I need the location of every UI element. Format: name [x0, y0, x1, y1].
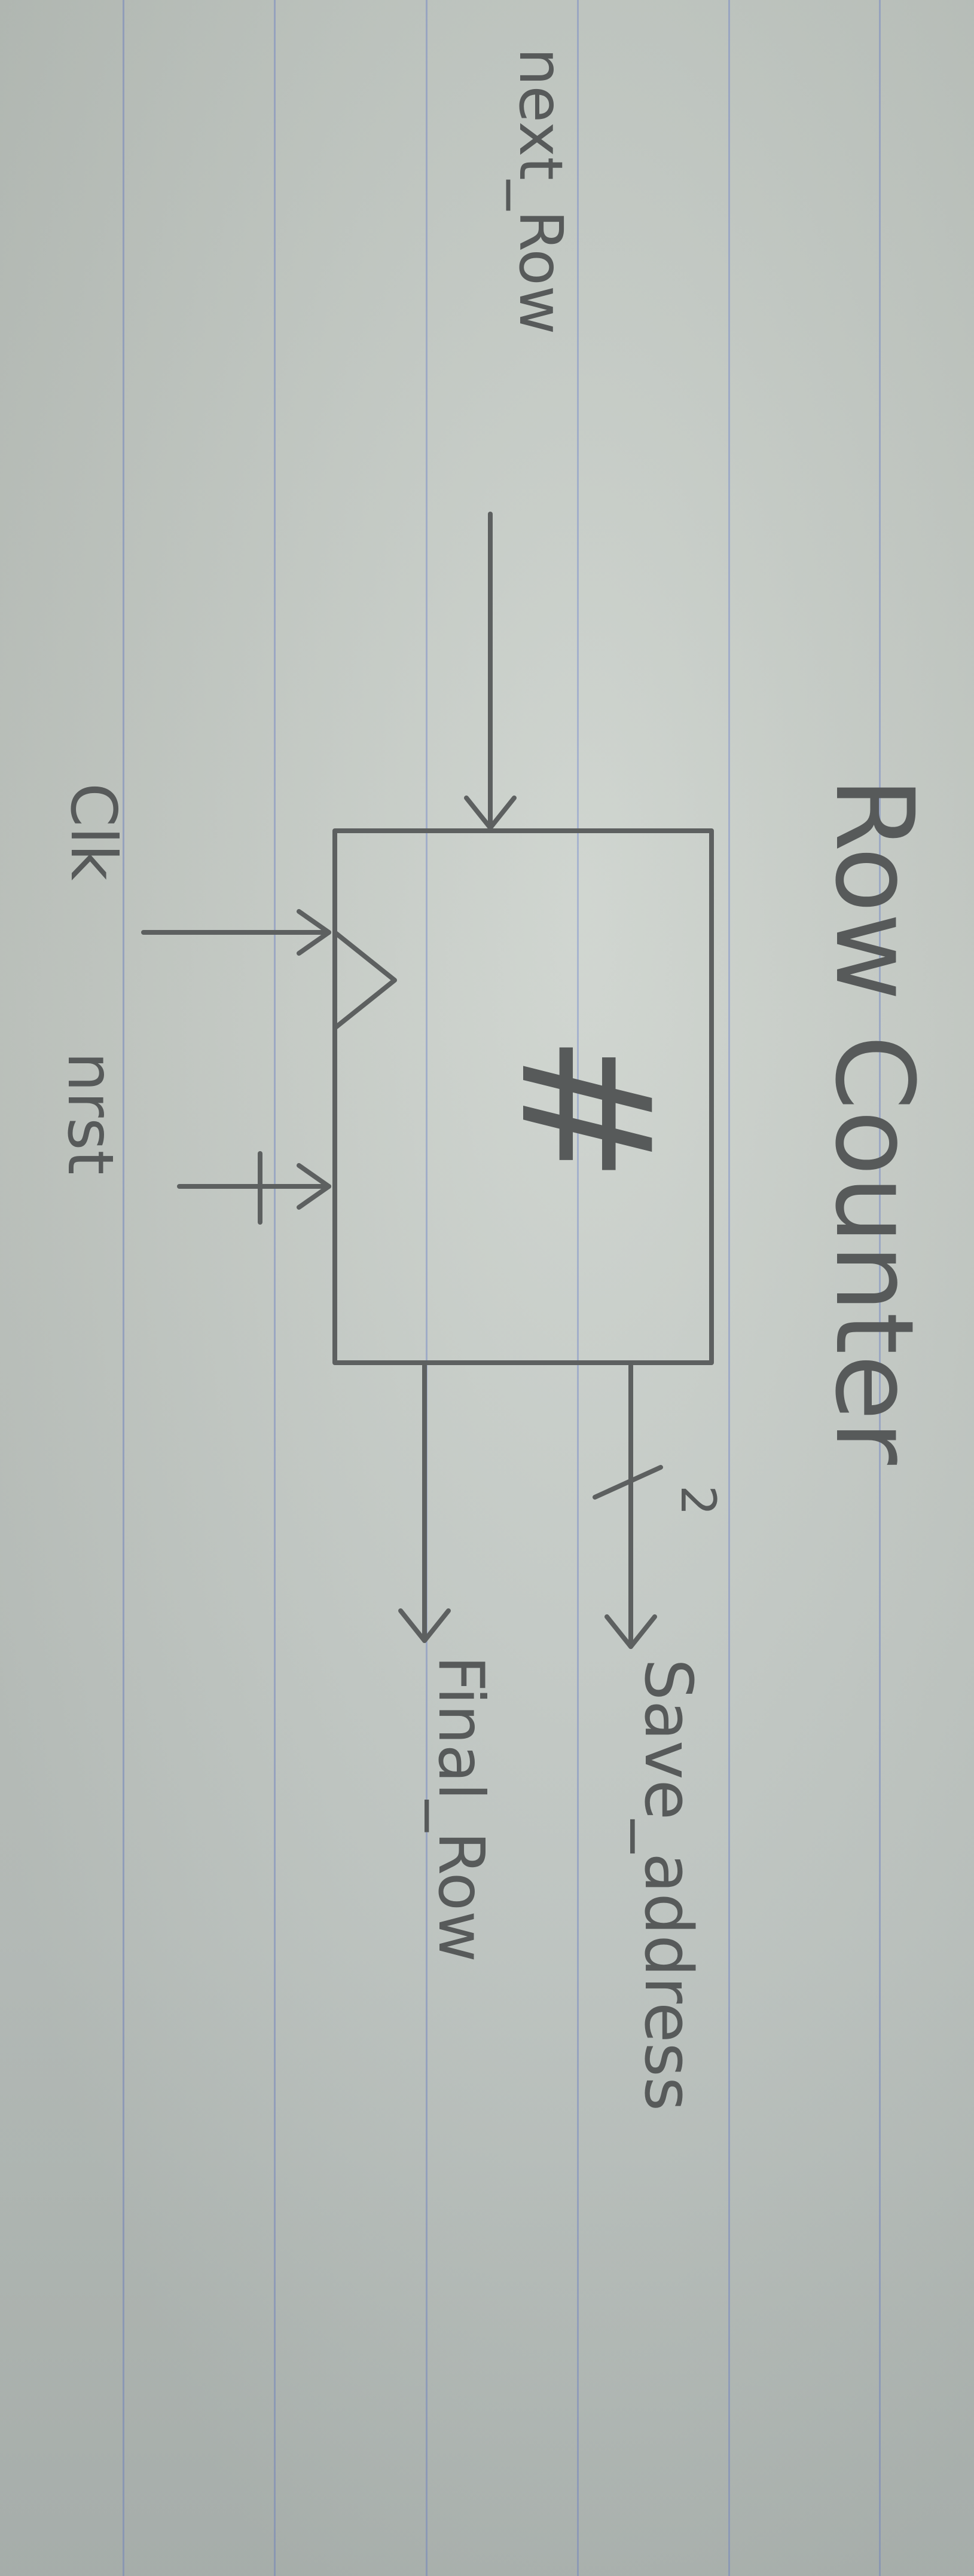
ruled-line: [123, 0, 124, 2576]
final-row-label: Final_Row: [425, 1656, 497, 1962]
bus-width-label: 2: [670, 1485, 726, 1516]
diagram-title: Row Counter: [811, 777, 936, 1465]
clk-arrowhead: [297, 909, 331, 956]
ruled-line: [577, 0, 579, 2576]
next-row-label: next_Row: [506, 48, 576, 335]
final-row-arrowhead: [398, 1608, 451, 1643]
clk-label: Clk: [57, 783, 130, 880]
clock-edge-triangle: [332, 930, 397, 1030]
save-address-arrowhead: [604, 1614, 657, 1649]
counter-symbol: #: [481, 1033, 689, 1183]
ruled-line: [728, 0, 730, 2576]
save-address-label: Save_address: [630, 1659, 707, 2111]
ruled-line: [426, 0, 428, 2576]
nrst-label: nrst: [54, 1052, 127, 1175]
bus-width-slash: [593, 1465, 663, 1500]
next-row-arrowhead: [464, 796, 517, 830]
counter-block: [332, 828, 714, 1365]
ruled-line: [274, 0, 276, 2576]
ruled-line: [879, 0, 881, 2576]
nrst-arrowhead: [297, 1163, 331, 1210]
